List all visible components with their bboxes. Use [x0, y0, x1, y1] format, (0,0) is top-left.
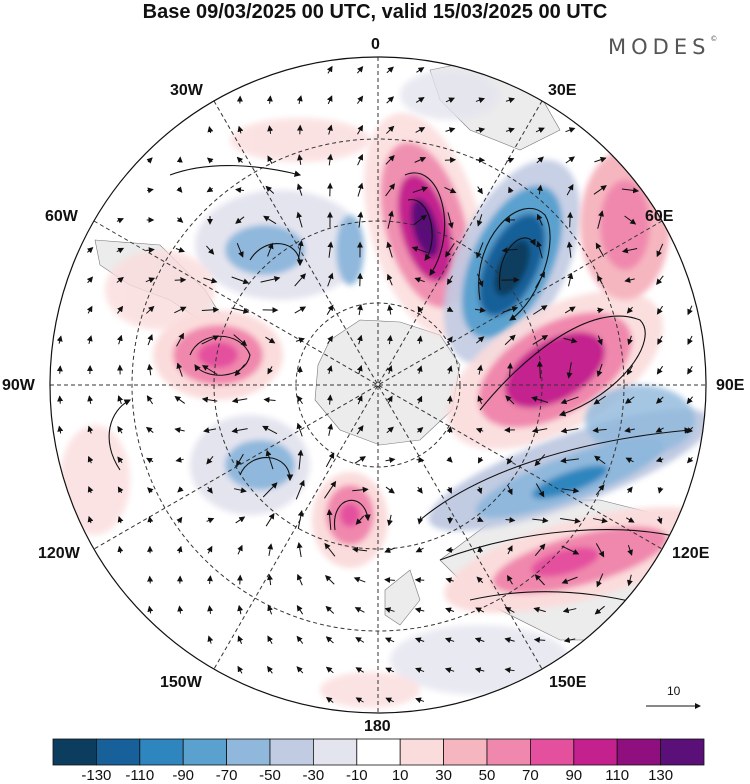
lon-label-150w: 150W	[160, 674, 202, 692]
colorbar-swatch	[530, 739, 573, 765]
lon-label-120w: 120W	[38, 545, 80, 563]
lon-label-180: 180	[364, 718, 391, 736]
wind-vector	[447, 550, 453, 551]
wind-vector	[445, 160, 455, 161]
colorbar-swatch	[270, 739, 313, 765]
colorbar-tick-label: 90	[565, 767, 582, 784]
lon-label-0: 0	[371, 36, 380, 54]
colorbar-swatch	[444, 739, 487, 765]
colorbar-swatch	[183, 739, 226, 765]
lon-label-120e: 120E	[672, 545, 709, 563]
colorbar-tick-label: 130	[648, 767, 673, 784]
colorbar-tick-label: 110	[605, 767, 629, 784]
lon-label-150e: 150E	[549, 674, 586, 692]
lon-label-60e: 60E	[645, 208, 673, 226]
colorbar-swatch	[357, 739, 400, 765]
wind-vector	[60, 366, 61, 373]
colorbar-tick-label: -70	[216, 767, 238, 784]
colorbar-swatch	[661, 739, 704, 765]
wind-vector	[480, 547, 481, 553]
colorbar-tick-label: -130	[81, 767, 111, 784]
colorbar-tick-label: 70	[522, 767, 539, 784]
colorbar-swatch	[140, 739, 183, 765]
colorbar-tick-label: 50	[479, 767, 496, 784]
colorbar-swatch	[227, 739, 270, 765]
colorbar-swatch	[53, 739, 96, 765]
colorbar-tick-label: 30	[435, 767, 452, 784]
positive-anomaly-150w	[312, 472, 388, 568]
wind-vector	[570, 213, 571, 228]
colorbar	[53, 739, 704, 765]
negative-anomaly-60w	[195, 190, 365, 300]
lon-label-30e: 30E	[548, 82, 576, 100]
wind-vector	[476, 160, 484, 161]
lon-label-60w: 60W	[45, 208, 78, 226]
wind-vector	[150, 577, 151, 584]
wind-vector	[60, 396, 61, 403]
lon-label-90w: 90W	[2, 377, 35, 395]
colorbar-tick-label: 10	[392, 767, 409, 784]
colorbar-tick-label: -30	[303, 767, 325, 784]
lon-label-30w: 30W	[170, 82, 203, 100]
colorbar-tick-label: -50	[259, 767, 281, 784]
colorbar-tick-label: -110	[125, 767, 154, 784]
colorbar-swatch	[617, 739, 660, 765]
colorbar-swatch	[313, 739, 356, 765]
colorbar-swatch	[96, 739, 139, 765]
colorbar-tick-label: -90	[172, 767, 194, 784]
reference-vector-value: 10	[667, 684, 680, 698]
lon-label-90e: 90E	[716, 377, 744, 395]
colorbar-tick-label: -10	[346, 767, 368, 784]
colorbar-swatch	[400, 739, 443, 765]
colorbar-swatch	[487, 739, 530, 765]
colorbar-swatch	[574, 739, 617, 765]
